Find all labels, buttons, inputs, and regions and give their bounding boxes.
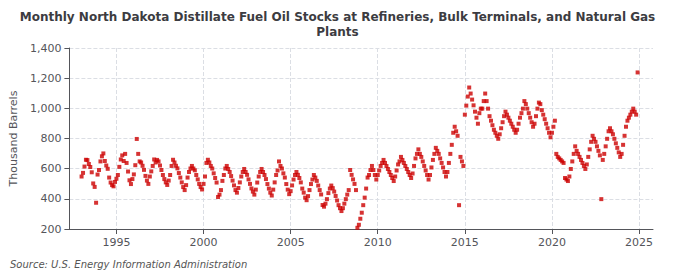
svg-text:2015: 2015 <box>451 236 479 249</box>
svg-text:1995: 1995 <box>102 236 130 249</box>
svg-text:800: 800 <box>40 132 61 145</box>
svg-text:1,200: 1,200 <box>30 72 62 85</box>
svg-text:400: 400 <box>40 192 61 205</box>
svg-text:600: 600 <box>40 162 61 175</box>
svg-text:Plants: Plants <box>316 25 358 39</box>
svg-text:200: 200 <box>40 223 61 236</box>
svg-text:2010: 2010 <box>364 236 392 249</box>
svg-text:2025: 2025 <box>625 236 653 249</box>
svg-text:1,000: 1,000 <box>30 102 62 115</box>
svg-text:2000: 2000 <box>190 236 218 249</box>
svg-text:2020: 2020 <box>538 236 566 249</box>
svg-text:Thousand Barrels: Thousand Barrels <box>7 90 20 187</box>
svg-text:Monthly North Dakota Distillat: Monthly North Dakota Distillate Fuel Oil… <box>20 10 656 24</box>
svg-text:Source: U.S. Energy Informatio: Source: U.S. Energy Information Administ… <box>10 259 247 270</box>
svg-text:1,400: 1,400 <box>30 42 62 55</box>
svg-text:2005: 2005 <box>277 236 305 249</box>
